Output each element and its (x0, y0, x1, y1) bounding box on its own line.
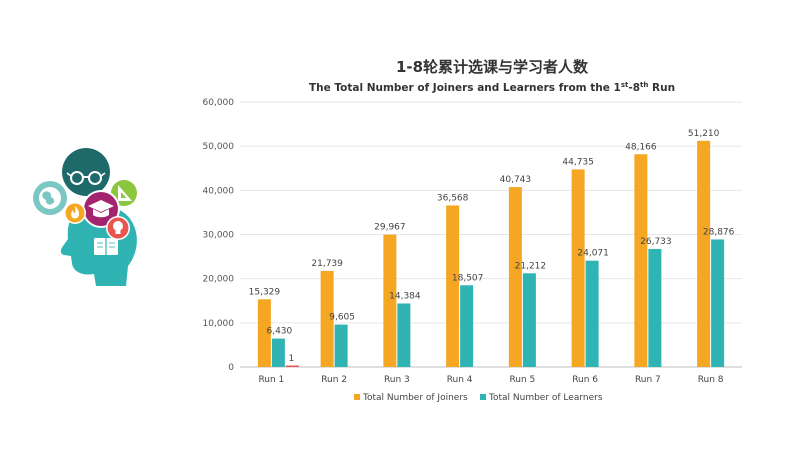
data-label-learners: 21,212 (515, 261, 547, 271)
data-labels: 15,329 6,430 21,739 9,605 29,967 14,384 36,568… (249, 129, 735, 364)
bar-joiners (634, 154, 648, 367)
chart-subtitle: The Total Number of Joiners and Learners… (309, 81, 675, 94)
data-label-joiners: 15,329 (249, 287, 281, 297)
category-labels: Run 1 Run 2 Run 3 Run 4 Run 5 Run 6 Run 7 Run 8 (258, 375, 723, 385)
legend-swatch-learners (480, 394, 486, 400)
category-label: Run 1 (258, 375, 284, 385)
category-label: Run 3 (384, 375, 410, 385)
legend-label-joiners: Total Number of Joiners (362, 393, 468, 403)
data-label-joiners: 51,210 (688, 129, 720, 139)
flame-icon (64, 202, 86, 224)
bar-learners (648, 248, 662, 367)
y-tick-label: 40,000 (203, 186, 235, 196)
data-label-joiners: 44,735 (562, 157, 594, 167)
category-label: Run 4 (447, 375, 473, 385)
data-label-learners: 14,384 (389, 291, 421, 301)
bar-joiners (446, 205, 460, 367)
bar-joiners (508, 187, 522, 367)
category-label: Run 7 (635, 375, 661, 385)
data-label-learners: 18,507 (452, 273, 484, 283)
data-label-joiners: 48,166 (625, 142, 657, 152)
data-label-learners: 6,430 (266, 327, 292, 337)
gridlines (240, 101, 742, 368)
category-label: Run 8 (698, 375, 724, 385)
data-label-learners: 26,733 (640, 237, 672, 247)
book-icon (94, 238, 118, 255)
chart-title: 1-8轮累计选课与学习者人数 (396, 58, 589, 76)
globe-icon (31, 179, 69, 217)
bar-joiners (697, 140, 711, 367)
bar-learners (271, 338, 285, 367)
y-tick-label: 0 (228, 363, 234, 373)
category-label: Run 5 (509, 375, 535, 385)
bar-joiners (383, 234, 397, 367)
bar-extra (285, 365, 299, 367)
bar-learners (334, 324, 348, 367)
y-tick-label: 20,000 (203, 275, 235, 285)
data-label-extra: 1 (289, 354, 295, 364)
y-axis-ticks: 0 10,000 20,000 30,000 40,000 50,000 60,000 (203, 98, 235, 373)
bar-joiners (257, 299, 271, 367)
education-head-illustration (31, 146, 139, 286)
data-label-joiners: 21,739 (311, 259, 343, 269)
y-tick-label: 50,000 (203, 142, 235, 152)
bar-joiners (571, 169, 585, 367)
bars (257, 140, 725, 367)
bar-learners (522, 273, 536, 367)
legend-swatch-joiners (354, 394, 360, 400)
bar-learners (397, 303, 411, 367)
data-label-learners: 9,605 (329, 313, 355, 323)
legend-label-learners: Total Number of Learners (488, 393, 603, 403)
y-tick-label: 60,000 (203, 98, 235, 108)
data-label-learners: 24,071 (577, 249, 609, 259)
bar-joiners (320, 270, 334, 367)
lightbulb-icon (106, 216, 130, 240)
bar-learners (711, 239, 725, 367)
data-label-joiners: 29,967 (374, 223, 406, 233)
glasses-icon (60, 146, 112, 198)
bar-learners (585, 260, 599, 367)
bar-learners (460, 285, 474, 367)
data-label-joiners: 36,568 (437, 193, 469, 203)
legend: Total Number of Joiners Total Number of … (354, 393, 603, 403)
y-tick-label: 10,000 (203, 319, 235, 329)
data-label-learners: 28,876 (703, 227, 735, 237)
category-label: Run 2 (321, 375, 347, 385)
y-tick-label: 30,000 (203, 231, 235, 241)
category-label: Run 6 (572, 375, 598, 385)
graduation-cap-icon (82, 190, 120, 228)
data-label-joiners: 40,743 (500, 175, 532, 185)
